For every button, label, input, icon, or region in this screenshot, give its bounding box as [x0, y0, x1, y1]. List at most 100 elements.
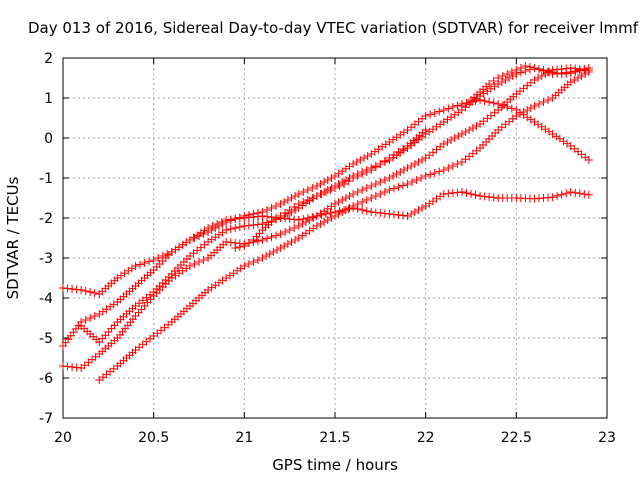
- data-point-fill: [553, 69, 562, 77]
- data-point-fill: [399, 145, 407, 153]
- data-point-fill: [573, 74, 582, 82]
- data-point-fill: [480, 97, 489, 105]
- data-point: [385, 174, 394, 182]
- data-point: [367, 182, 376, 190]
- data-point-fill: [575, 189, 584, 198]
- data-point-fill: [412, 176, 421, 184]
- data-point-fill: [454, 132, 463, 140]
- data-point: [439, 106, 448, 114]
- data-point-fill: [435, 167, 444, 176]
- axis-ticks: [62, 57, 608, 419]
- data-point-fill: [360, 154, 369, 162]
- data-point-fill: [287, 194, 296, 202]
- data-point-fill: [326, 186, 335, 194]
- data-point-fill: [519, 108, 528, 116]
- data-point: [294, 200, 303, 208]
- data-point-fill: [410, 208, 419, 216]
- x-tick-label: 20: [54, 430, 72, 446]
- data-point-fill: [280, 242, 289, 250]
- y-tick-label: -2: [39, 211, 53, 227]
- data-point-fill: [448, 103, 457, 111]
- data-point-fill: [418, 204, 427, 212]
- data-point: [258, 236, 267, 244]
- data-point: [77, 286, 86, 294]
- data-point-fill: [414, 158, 423, 166]
- data-point-fill: [327, 174, 336, 182]
- y-axis-label: SDTVAR / TECUs: [4, 176, 22, 299]
- data-point-fill: [571, 68, 580, 76]
- data-point: [204, 224, 213, 232]
- data-point-fill: [418, 156, 427, 164]
- data-point-fill: [308, 184, 317, 192]
- y-tick-label: -4: [39, 291, 53, 307]
- data-point-fill: [81, 287, 90, 295]
- data-point: [131, 262, 140, 270]
- data-point-fill: [443, 138, 452, 146]
- data-point-fill: [516, 64, 525, 72]
- data-point-fill: [467, 190, 475, 198]
- data-point: [457, 130, 466, 138]
- data-point-fill: [140, 259, 149, 267]
- data-point: [294, 190, 303, 198]
- data-point-fill: [305, 216, 314, 224]
- data-point-fill: [249, 258, 258, 266]
- data-point-fill: [281, 228, 290, 236]
- data-point: [349, 190, 358, 198]
- data-point-fill: [154, 254, 163, 262]
- data-point-fill: [199, 256, 208, 264]
- data-point-fill: [396, 168, 405, 176]
- data-point-fill: [283, 196, 292, 204]
- data-point-fill: [358, 206, 367, 214]
- data-point: [312, 192, 321, 200]
- data-point-fill: [430, 109, 439, 117]
- data-point: [584, 156, 593, 164]
- data-point-fill: [435, 107, 444, 116]
- data-point-fill: [444, 104, 453, 113]
- data-point-fill: [462, 99, 471, 107]
- data-point-fill: [485, 98, 494, 106]
- data-point: [566, 69, 575, 78]
- data-point-fill: [557, 190, 566, 199]
- data-point: [539, 66, 548, 74]
- data-point-fill: [461, 128, 470, 136]
- data-point-fill: [570, 76, 579, 84]
- data-point: [485, 80, 494, 88]
- data-point-fill: [471, 191, 480, 199]
- data-point-fill: [345, 192, 354, 200]
- data-point: [521, 62, 530, 70]
- data-point-fill: [489, 77, 498, 85]
- data-point: [321, 188, 330, 196]
- data-point: [222, 226, 231, 234]
- data-point-fill: [553, 191, 562, 200]
- data-point: [503, 70, 512, 78]
- y-tick-labels: -7 -6 -5 -4 -3 -2 -1 0 1 2: [39, 51, 53, 427]
- data-point: [394, 148, 403, 156]
- data-point-fill: [253, 256, 262, 264]
- data-point-fill: [577, 72, 586, 80]
- data-point-fill: [353, 172, 362, 180]
- y-tick-label: -6: [39, 371, 53, 387]
- data-point-fill: [498, 72, 507, 80]
- data-point-fill: [399, 181, 407, 190]
- data-point-fill: [544, 67, 553, 75]
- data-point: [331, 212, 339, 220]
- data-point-fill: [338, 208, 347, 216]
- data-point-fill: [362, 207, 371, 215]
- data-point: [276, 244, 285, 252]
- data-point: [312, 182, 321, 190]
- data-point-fill: [376, 178, 385, 186]
- data-point: [240, 262, 249, 270]
- data-point-fill: [235, 223, 244, 231]
- data-point: [358, 170, 367, 178]
- x-tick-label: 20.5: [138, 430, 169, 446]
- data-point-fill: [380, 176, 389, 184]
- data-point-fill: [362, 184, 371, 192]
- data-point-fill: [489, 99, 498, 107]
- data-point-fill: [272, 215, 281, 223]
- data-point-fill: [534, 74, 543, 82]
- data-point: [276, 230, 285, 238]
- data-point-fill: [81, 316, 90, 324]
- data-point-fill: [287, 238, 296, 246]
- data-point-fill: [317, 190, 326, 198]
